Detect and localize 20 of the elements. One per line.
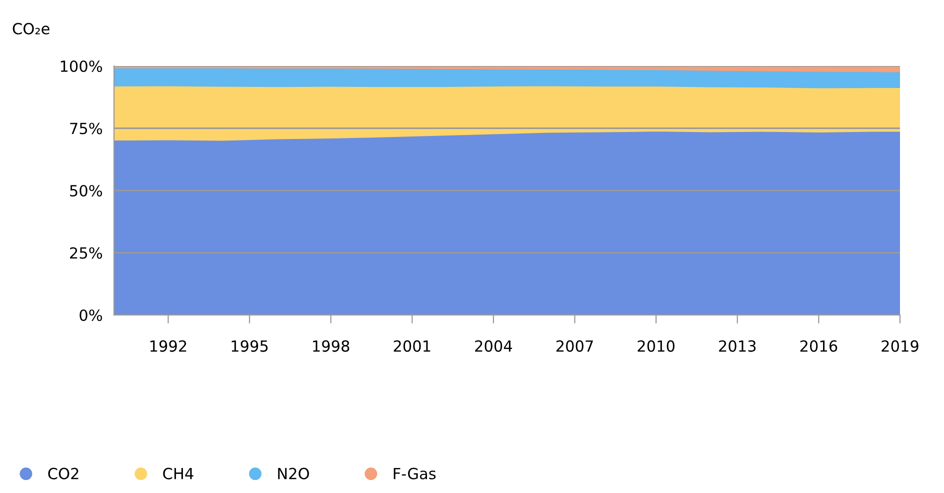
y-tick-label: 100% [60, 60, 102, 72]
legend-label: CH4 [163, 468, 194, 480]
x-tick-label: 1995 [232, 340, 268, 352]
y-tick-label: 0% [80, 309, 102, 322]
x-tick-label: 2004 [475, 340, 512, 352]
x-tick-label: 2013 [719, 340, 756, 352]
y-tick-label: 50% [70, 184, 102, 197]
x-tick-label: 2001 [394, 340, 430, 352]
x-tick-label: 2007 [556, 340, 593, 352]
legend-label: F-Gas [394, 468, 436, 480]
legend-label: CO2 [48, 468, 78, 480]
x-tick-label: 2016 [800, 340, 838, 352]
y-tick-label: 75% [70, 122, 102, 134]
y-axis-title: CO₂e [12, 22, 50, 34]
legend-label: N2O [278, 468, 309, 480]
x-tick-label: 2019 [882, 340, 918, 352]
x-tick-label: 2010 [638, 340, 674, 352]
y-tick-label: 25% [70, 247, 102, 259]
x-tick-label: 1998 [313, 340, 350, 352]
x-tick-label: 1992 [150, 340, 186, 352]
